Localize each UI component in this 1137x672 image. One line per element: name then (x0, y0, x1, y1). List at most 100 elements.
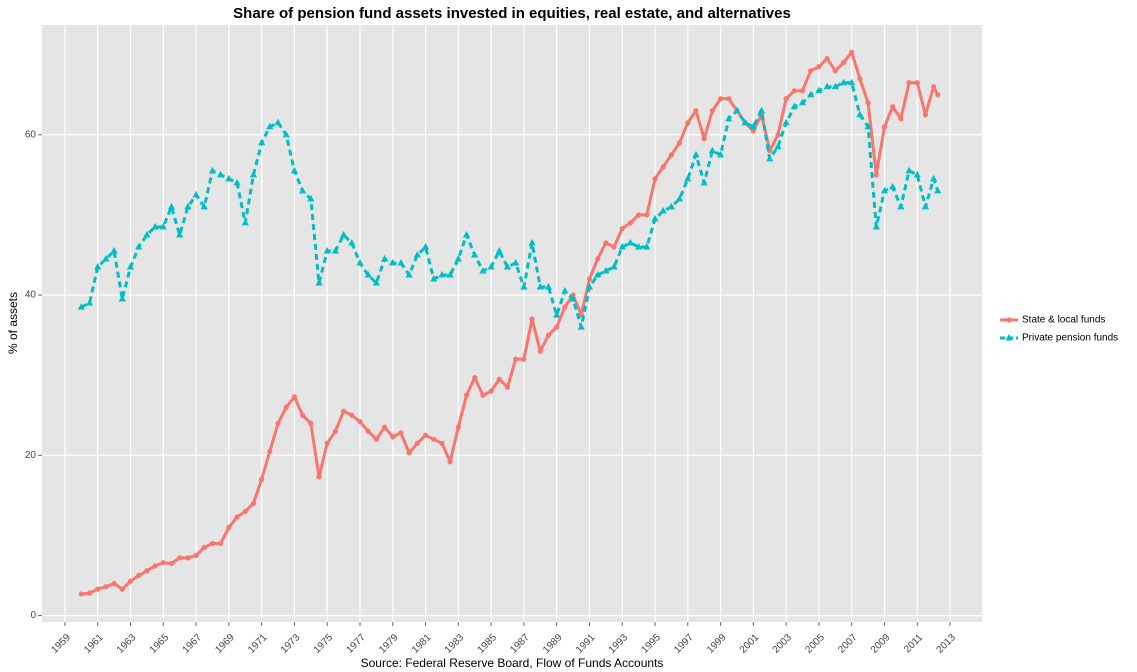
point (300, 412, 306, 418)
point (439, 440, 445, 446)
point (487, 263, 495, 270)
series-line (81, 50, 940, 596)
y-axis-label: % of assets (6, 292, 20, 354)
point (513, 356, 519, 362)
point (118, 295, 126, 302)
point (349, 412, 355, 418)
point (200, 202, 208, 210)
point (726, 96, 732, 102)
point (701, 136, 707, 142)
point (791, 88, 797, 94)
point (94, 263, 102, 270)
point (644, 212, 650, 218)
point (700, 178, 708, 186)
point (283, 404, 289, 410)
point (193, 552, 199, 559)
point (848, 78, 856, 86)
point (348, 238, 356, 246)
point (783, 96, 789, 102)
point (77, 303, 85, 310)
x-tick-label: 2003 (771, 632, 795, 656)
point (627, 220, 634, 226)
legend-marker (1006, 317, 1012, 323)
point (209, 540, 216, 547)
point (757, 106, 766, 114)
x-tick-label: 1985 (476, 632, 500, 656)
x-tick-label: 2001 (738, 632, 762, 656)
point (692, 150, 700, 158)
point (831, 82, 839, 90)
point (373, 436, 379, 442)
point (398, 430, 404, 436)
point (390, 434, 396, 440)
point (934, 186, 942, 194)
point (808, 68, 814, 74)
point (340, 408, 347, 414)
x-tick-label: 1987 (508, 632, 532, 656)
point (562, 304, 568, 310)
point (249, 170, 258, 178)
point (529, 316, 535, 322)
point (815, 86, 823, 94)
point (446, 271, 454, 278)
x-tick-label: 1981 (410, 632, 434, 656)
x-tick-label: 1973 (279, 632, 303, 656)
point (668, 152, 674, 158)
x-tick-label: 1963 (115, 632, 139, 656)
point (643, 242, 651, 250)
point (619, 225, 625, 232)
point (890, 104, 896, 110)
point (807, 90, 815, 98)
point (315, 279, 323, 286)
point (774, 142, 782, 150)
point (635, 242, 643, 250)
x-tick-label: 2013 (935, 632, 959, 656)
point (454, 254, 462, 262)
point (750, 128, 756, 134)
point (667, 202, 675, 210)
point (136, 572, 142, 579)
point (127, 578, 134, 584)
point (307, 194, 315, 202)
point (676, 140, 683, 146)
x-tick-label: 2007 (836, 632, 860, 656)
point (790, 102, 798, 110)
x-tick-label: 1999 (705, 632, 729, 656)
point (299, 186, 307, 194)
x-tick-label: 1965 (148, 632, 172, 656)
point (708, 146, 716, 154)
point (438, 271, 446, 278)
point (282, 130, 290, 138)
point (603, 240, 609, 246)
point (78, 591, 84, 597)
point (274, 118, 282, 126)
point (921, 202, 930, 210)
point (85, 299, 94, 306)
source-note: Source: Federal Reserve Board, Flow of F… (361, 656, 664, 670)
x-tick-label: 2005 (803, 632, 827, 656)
point (242, 508, 248, 515)
point (586, 276, 593, 282)
point (316, 474, 322, 480)
point (685, 120, 691, 126)
point (168, 560, 175, 567)
legend-marker (1005, 334, 1013, 341)
point (537, 348, 543, 354)
point (766, 154, 774, 162)
point (839, 78, 848, 86)
point (528, 238, 536, 246)
point (332, 428, 338, 434)
point (160, 560, 166, 566)
series-line (80, 81, 940, 329)
point (356, 258, 364, 266)
point (110, 246, 118, 254)
point (389, 258, 397, 266)
point (536, 283, 544, 290)
point (225, 174, 233, 182)
point (602, 267, 610, 274)
point (218, 540, 224, 547)
point (119, 586, 125, 592)
point (857, 76, 863, 82)
point (95, 586, 101, 592)
x-tick-label: 1967 (181, 632, 205, 656)
